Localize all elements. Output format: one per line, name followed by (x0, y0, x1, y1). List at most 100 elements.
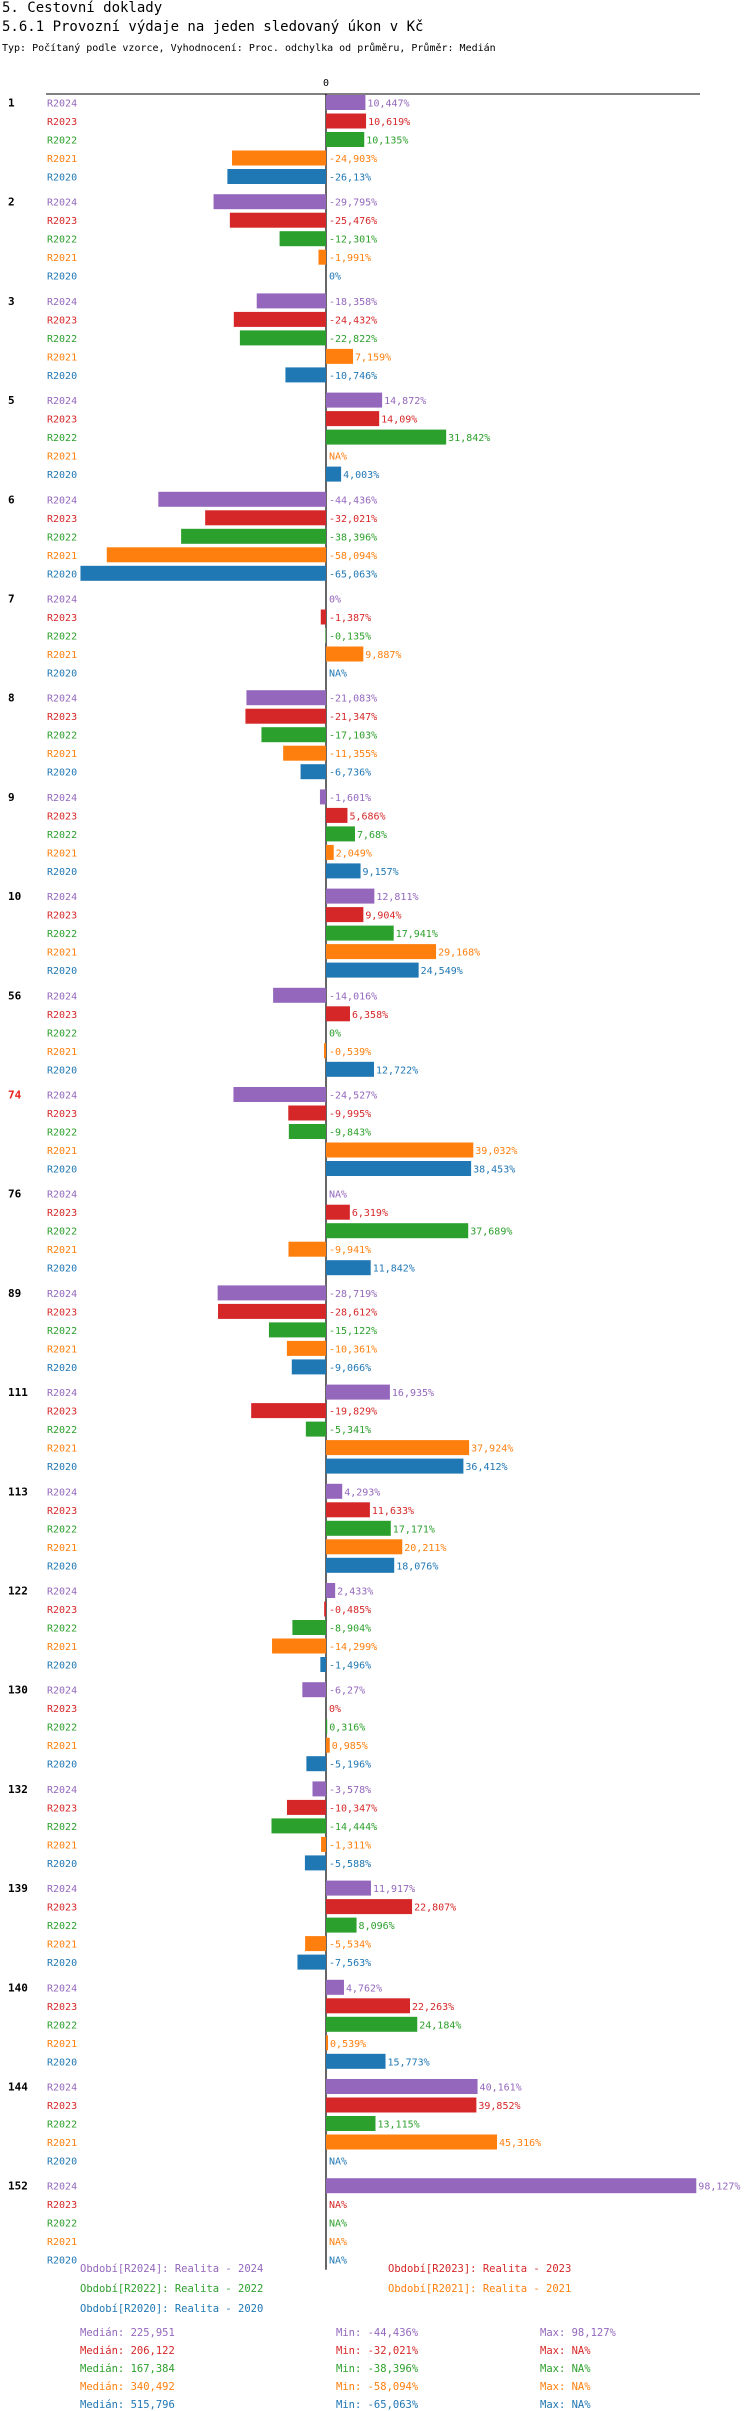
bar (326, 1583, 336, 1598)
bar (326, 1006, 350, 1022)
series-label: R2021 (47, 1940, 77, 1951)
series-label: R2020 (47, 1165, 77, 1176)
group-label: 1 (8, 97, 15, 110)
value-label: -14,299% (329, 1642, 377, 1653)
value-label: -14,444% (329, 1822, 377, 1833)
stat-median: Medián: 206,122 (80, 2345, 175, 2357)
series-label: R2022 (47, 731, 77, 742)
value-label: -5,588% (329, 1859, 371, 1870)
bar (213, 194, 326, 210)
series-label: R2022 (47, 1723, 77, 1734)
stat-min: Min: -38,396% (336, 2363, 419, 2375)
series-label: R2022 (47, 1624, 77, 1635)
value-label: -1,496% (329, 1661, 371, 1672)
bar (326, 2079, 478, 2094)
value-label: 9,887% (365, 650, 401, 661)
series-label: R2022 (47, 1425, 77, 1436)
series-label: R2023 (47, 1010, 77, 1021)
series-label: R2022 (47, 1128, 77, 1139)
series-label: R2021 (47, 1741, 77, 1752)
series-label: R2024 (47, 1587, 77, 1598)
value-label: -8,904% (329, 1624, 371, 1635)
series-label: R2022 (47, 830, 77, 841)
series-label: R2023 (47, 712, 77, 723)
bar (272, 1638, 326, 1654)
chart-subtitle: Typ: Počítaný podle vzorce, Vyhodnocení:… (2, 43, 496, 54)
group-label: 139 (8, 1882, 28, 1895)
value-label: -12,301% (329, 235, 377, 246)
value-label: 10,447% (367, 99, 409, 110)
series-label: R2020 (47, 1363, 77, 1374)
series-label: R2024 (47, 1289, 77, 1300)
value-label: -10,347% (329, 1803, 377, 1814)
group-label: 76 (8, 1188, 22, 1201)
value-label: 4,003% (343, 470, 379, 481)
series-label: R2023 (47, 415, 77, 426)
bar (326, 1061, 375, 1077)
stat-min: Min: -65,063% (336, 2399, 419, 2411)
series-label: R2020 (47, 669, 77, 680)
series-label: R2023 (47, 216, 77, 227)
series-label: R2022 (47, 1822, 77, 1833)
bar (271, 1818, 326, 1834)
bar (326, 1880, 371, 1896)
group-label: 152 (8, 2180, 28, 2193)
bar (326, 844, 334, 860)
bar (326, 1557, 395, 1573)
value-label: -10,361% (329, 1344, 377, 1355)
value-label: -22,822% (329, 334, 377, 345)
value-label: -9,941% (329, 1245, 371, 1256)
bar (323, 1043, 326, 1059)
group-label: 113 (8, 1485, 28, 1498)
value-label: 22,807% (414, 1903, 456, 1914)
value-label: -17,103% (329, 731, 377, 742)
value-label: -38,396% (329, 532, 377, 543)
value-label: -6,736% (329, 768, 371, 779)
value-label: 45,316% (499, 2138, 541, 2149)
value-label: -5,534% (329, 1940, 371, 1951)
value-label: 37,924% (471, 1444, 513, 1455)
value-label: -1,601% (329, 793, 371, 804)
group-label: 9 (8, 791, 15, 804)
bar (229, 212, 326, 228)
series-label: R2024 (47, 1190, 77, 1201)
series-label: R2022 (47, 1524, 77, 1535)
value-label: -5,196% (329, 1760, 371, 1771)
bar (239, 330, 326, 346)
value-label: -65,063% (329, 569, 377, 580)
bar (181, 528, 326, 544)
value-label: -6,27% (329, 1686, 365, 1697)
series-label: R2020 (47, 1065, 77, 1076)
bar (283, 745, 326, 761)
value-label: 2,433% (337, 1587, 373, 1598)
series-label: R2020 (47, 272, 77, 283)
bar (286, 1340, 326, 1356)
series-label: R2023 (47, 514, 77, 525)
value-label: NA% (329, 669, 347, 680)
series-label: R2024 (47, 892, 77, 903)
value-label: 20,211% (404, 1543, 446, 1554)
series-label: R2020 (47, 569, 77, 580)
value-label: -1,311% (329, 1840, 371, 1851)
value-label: 0,316% (329, 1723, 365, 1734)
series-label: R2020 (47, 768, 77, 779)
bar (326, 1161, 472, 1176)
value-label: -44,436% (329, 495, 377, 506)
bar (318, 249, 326, 265)
series-label: R2022 (47, 334, 77, 345)
group-label: 140 (8, 1981, 28, 1994)
value-label: 0,539% (330, 2039, 366, 2050)
series-label: R2022 (47, 1921, 77, 1932)
series-label: R2020 (47, 1264, 77, 1275)
series-label: R2020 (47, 867, 77, 878)
bar (326, 962, 419, 978)
series-label: R2021 (47, 1444, 77, 1455)
value-label: 29,168% (438, 948, 480, 959)
value-label: -9,066% (329, 1363, 371, 1374)
value-label: 7,159% (355, 352, 391, 363)
value-label: 11,633% (372, 1506, 414, 1517)
legend-item: Období[R2020]: Realita - 2020 (80, 2303, 264, 2315)
bar (326, 1204, 350, 1220)
series-label: R2022 (47, 1028, 77, 1039)
series-label: R2024 (47, 99, 77, 110)
